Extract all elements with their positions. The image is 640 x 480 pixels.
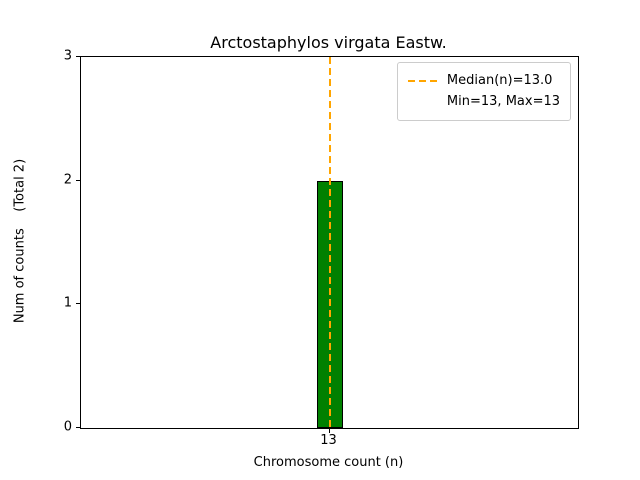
legend-empty-marker (408, 101, 438, 103)
y-tick-label: 0 (63, 419, 72, 435)
y-tick-label: 3 (63, 48, 72, 64)
y-tick-label: 2 (63, 172, 72, 188)
median-dashed-line-icon (407, 79, 438, 82)
x-tick-label: 13 (320, 433, 337, 448)
y-tick-mark (76, 56, 80, 57)
y-tick-mark (76, 303, 80, 305)
legend-label-median: Median(n)=13.0 (446, 73, 553, 88)
x-tick-mark (328, 429, 330, 433)
chart-title: Arctostaphylos virgata Eastw. (210, 33, 447, 52)
y-tick-label: 1 (63, 295, 72, 311)
legend-entry-minmax: Min=13, Max=13 (408, 91, 560, 112)
x-axis-label: Chromosome count (n) (253, 455, 404, 470)
legend-label-minmax: Min=13, Max=13 (446, 94, 560, 110)
y-tick-mark (76, 427, 80, 428)
median-line (328, 57, 331, 428)
legend: Median(n)=13.0 Min=13, Max=13 (396, 62, 571, 121)
y-tick-mark (76, 179, 80, 181)
legend-entry-median: Median(n)=13.0 (407, 70, 560, 91)
